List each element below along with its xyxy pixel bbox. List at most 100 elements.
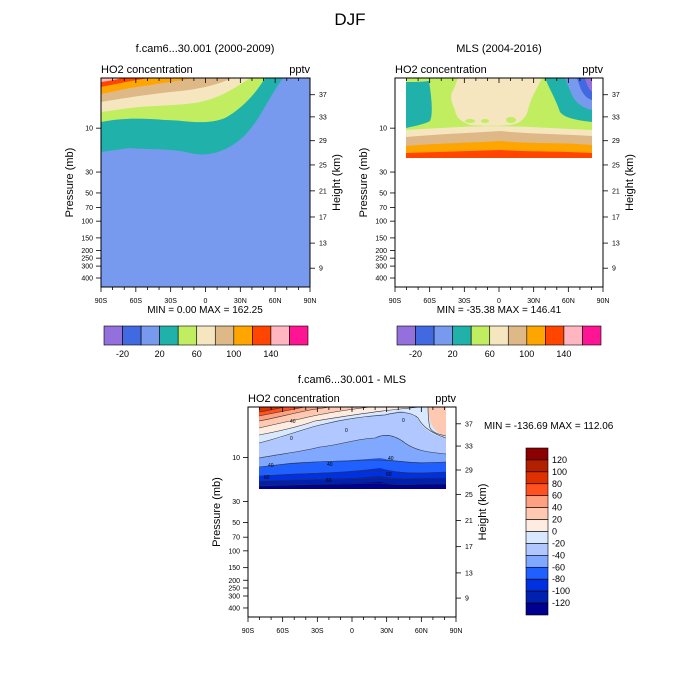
y-right-tick-label: 17 bbox=[319, 214, 327, 221]
colorbar-box bbox=[525, 519, 549, 532]
colorbar-label: 0 bbox=[552, 527, 557, 537]
y-tick-label: 30 bbox=[85, 170, 93, 177]
contour-island bbox=[465, 119, 475, 123]
y-tick-label: 70 bbox=[232, 535, 240, 542]
y-tick-label: 100 bbox=[375, 219, 387, 226]
colorbar-box bbox=[507, 325, 528, 346]
plot-area bbox=[100, 77, 311, 288]
y-tick-label: 10 bbox=[232, 455, 240, 462]
contour-fill-140 bbox=[101, 78, 150, 87]
colorbar-label: -120 bbox=[552, 598, 570, 608]
contour-island bbox=[481, 119, 489, 123]
colorbar-label: -100 bbox=[552, 586, 570, 596]
colorbar-box bbox=[214, 325, 235, 346]
panel-title: f.cam6...30.001 (2000-2009) bbox=[136, 43, 275, 55]
x-tick-label: 60N bbox=[415, 628, 428, 635]
contour-line bbox=[258, 477, 446, 482]
colorbar-box bbox=[159, 325, 179, 346]
plot-area bbox=[394, 77, 604, 288]
colorbar-box bbox=[196, 325, 216, 346]
contour-lines bbox=[258, 406, 447, 487]
contour-fill-minus40 bbox=[585, 78, 592, 92]
contour-line bbox=[258, 406, 421, 436]
contour-fill-20-south bbox=[406, 81, 432, 128]
colorbar-label: 60 bbox=[552, 491, 562, 501]
y-right-tick-label: 29 bbox=[319, 138, 327, 145]
y-tick-label: 400 bbox=[375, 276, 387, 283]
y-right-tick-label: 17 bbox=[612, 214, 620, 221]
y-right-tick-label: 9 bbox=[612, 266, 616, 273]
colorbar-label: 20 bbox=[552, 515, 562, 525]
colorbar-box bbox=[526, 325, 546, 346]
left-string: HO2 concentration bbox=[395, 64, 487, 76]
y-tick-label: 400 bbox=[228, 605, 240, 612]
y-tick-label: 100 bbox=[228, 548, 240, 555]
colorbar-box bbox=[525, 471, 549, 485]
colorbar-label: 100 bbox=[519, 349, 534, 359]
x-tick-label: 90N bbox=[304, 298, 317, 305]
y-tick-label: 250 bbox=[228, 586, 240, 593]
y-tick-label: 200 bbox=[81, 248, 93, 255]
y-right-tick-label: 25 bbox=[465, 492, 473, 499]
contour-label: 60 bbox=[326, 478, 332, 484]
colorbar: -20 20 60 100 140 bbox=[396, 325, 602, 359]
y-right-tick-label: 13 bbox=[319, 241, 327, 248]
colorbar-label: 60 bbox=[192, 349, 202, 359]
colorbar-box bbox=[525, 459, 549, 473]
x-tick-label: 30S bbox=[164, 298, 177, 305]
x-tick-label: 60S bbox=[423, 298, 436, 305]
y-right-tick-label: 13 bbox=[612, 241, 620, 248]
x-tick-label: 30S bbox=[311, 628, 324, 635]
y-tick-label: 300 bbox=[228, 594, 240, 601]
y-tick-label: 70 bbox=[85, 205, 93, 212]
plot-area: 40 0 0 0 40 40 40 60 60 60 bbox=[247, 406, 457, 618]
y-right-axis-label: Height (km) bbox=[331, 154, 343, 211]
panel-title: MLS (2004-2016) bbox=[456, 43, 542, 55]
y-tick-label: 150 bbox=[81, 235, 93, 242]
contour-label: 0 bbox=[402, 418, 405, 424]
panel-model: f.cam6...30.001 (2000-2009) HO2 concentr… bbox=[64, 43, 343, 359]
colorbar-label: 80 bbox=[552, 479, 562, 489]
y-right-tick-label: 9 bbox=[465, 596, 469, 603]
y-tick-label: 10 bbox=[379, 126, 387, 133]
y-axis-label: Pressure (mb) bbox=[211, 477, 223, 547]
colorbar-label: 20 bbox=[155, 349, 165, 359]
right-string: pptv bbox=[289, 64, 310, 76]
y-right-tick-label: 21 bbox=[612, 188, 620, 195]
colorbar-box bbox=[525, 531, 549, 544]
contour-label: 60 bbox=[264, 475, 270, 481]
y-axis-label: Pressure (mb) bbox=[64, 148, 76, 218]
colorbar-box bbox=[233, 325, 253, 346]
x-tick-label: 60S bbox=[130, 298, 143, 305]
contour-label: 40 bbox=[268, 463, 274, 469]
y-tick-label: 300 bbox=[375, 264, 387, 271]
y-right-tick-label: 25 bbox=[612, 162, 620, 169]
contour-line bbox=[258, 459, 447, 468]
colorbar-box bbox=[433, 325, 453, 346]
min-max-label: MIN = -136.69 MAX = 112.06 bbox=[484, 421, 614, 432]
x-tick-label: 90S bbox=[95, 298, 108, 305]
x-tick-label: 0 bbox=[204, 298, 208, 305]
x-tick-label: 30N bbox=[380, 628, 393, 635]
x-tick-label: 30S bbox=[458, 298, 471, 305]
colorbar-box bbox=[525, 507, 549, 520]
colorbar-box bbox=[122, 325, 142, 346]
x-tick-label: 30N bbox=[527, 298, 540, 305]
min-max-label: MIN = -35.38 MAX = 146.41 bbox=[437, 305, 562, 316]
y-tick-label: 200 bbox=[375, 248, 387, 255]
colorbar-box bbox=[415, 325, 435, 346]
colorbar-box bbox=[252, 325, 272, 346]
colorbar-box bbox=[289, 325, 309, 346]
y-tick-label: 50 bbox=[85, 190, 93, 197]
right-string: pptv bbox=[582, 64, 603, 76]
y-right-tick-label: 33 bbox=[319, 114, 327, 121]
colorbar-box bbox=[177, 325, 198, 346]
y-right-tick-label: 13 bbox=[465, 570, 473, 577]
y-tick-label: 400 bbox=[81, 276, 93, 283]
colorbar-box bbox=[525, 447, 549, 461]
colorbar-box bbox=[525, 578, 549, 592]
colorbar-label: 140 bbox=[556, 349, 571, 359]
colorbar-label: 20 bbox=[448, 349, 458, 359]
colorbar-box bbox=[545, 325, 565, 346]
